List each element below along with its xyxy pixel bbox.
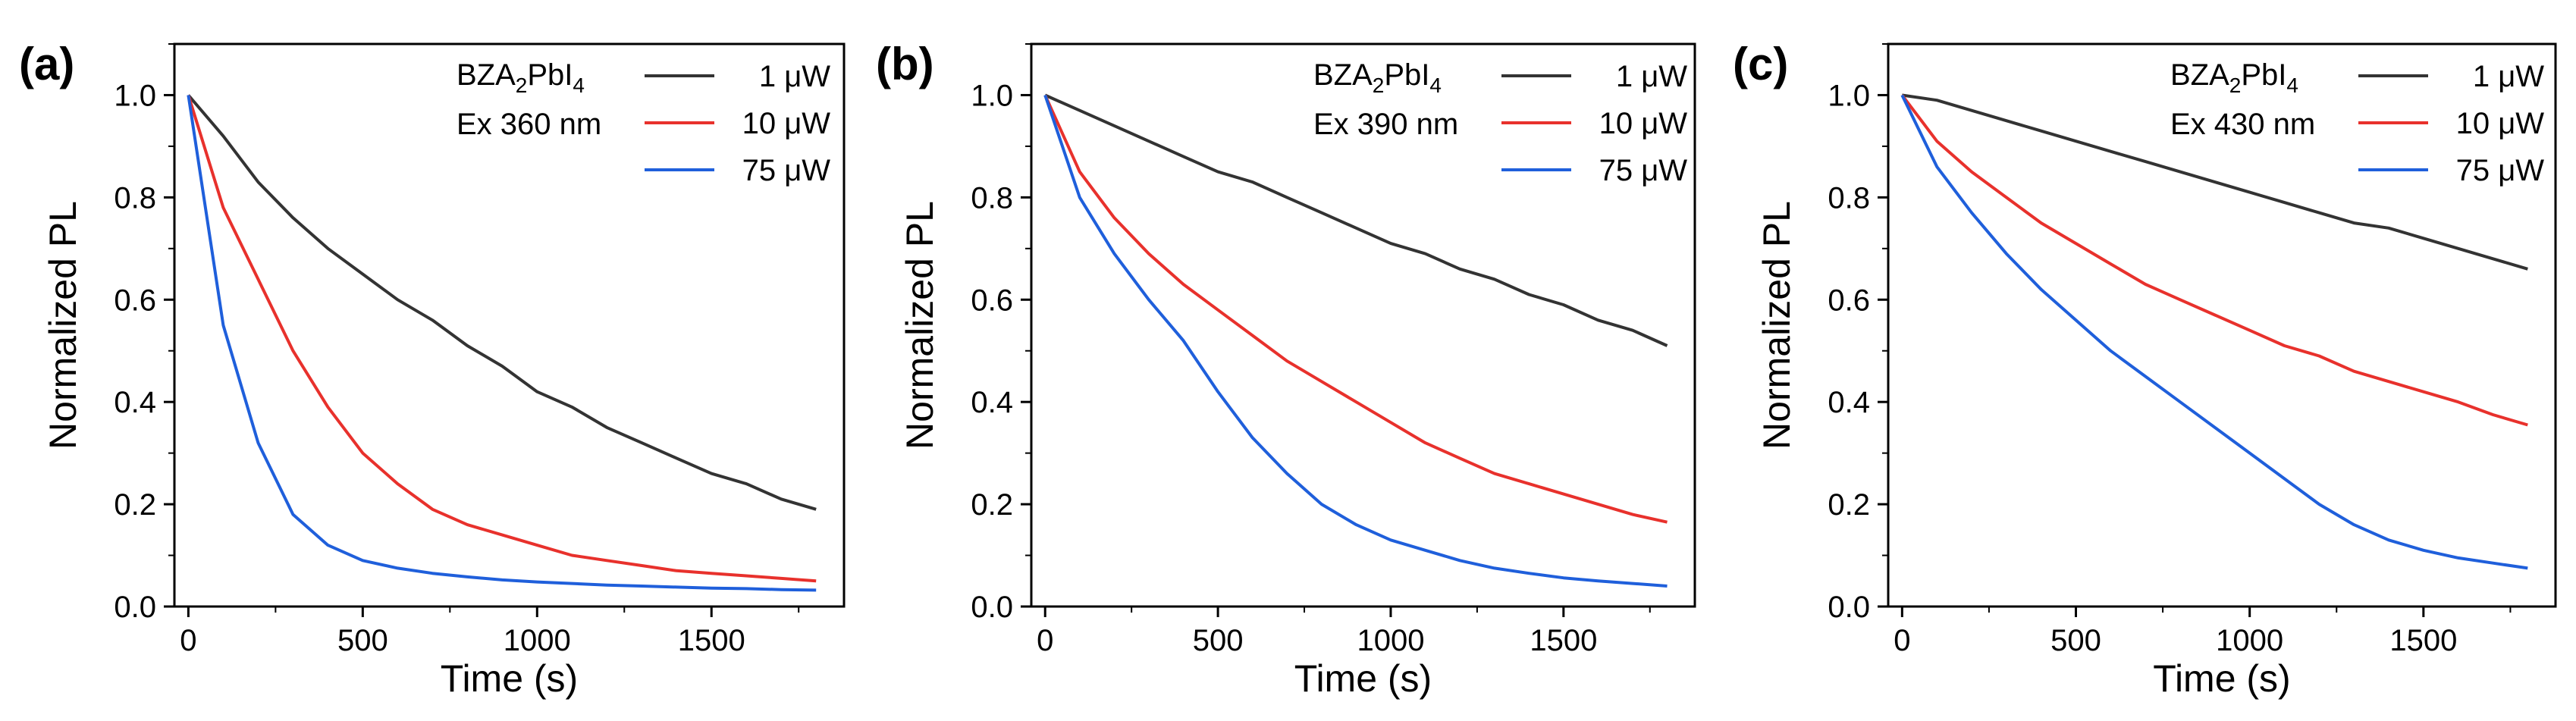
y-axis-title: Normalized PL xyxy=(1756,201,1798,450)
y-axis-title: Normalized PL xyxy=(42,201,84,450)
y-tick-label: 1.0 xyxy=(1828,79,1870,112)
legend-label: 10 μW xyxy=(1599,107,1688,140)
legend-label: 1 μW xyxy=(759,60,830,93)
x-tick-label: 1000 xyxy=(504,624,571,657)
series-line-3 xyxy=(187,95,817,592)
formula-text: BZA xyxy=(457,58,516,92)
series-line-3 xyxy=(1900,94,2528,570)
formula-text: BZA xyxy=(2170,58,2229,92)
formula-subscript: 2 xyxy=(516,74,528,97)
y-tick-label: 0.8 xyxy=(114,181,156,215)
formula-text: PbI xyxy=(527,58,573,92)
legend-label: 1 μW xyxy=(1616,60,1687,93)
y-tick-label: 0.4 xyxy=(1828,386,1870,419)
y-tick-label: 0.8 xyxy=(971,181,1013,215)
x-tick-label: 500 xyxy=(1193,624,1244,657)
x-tick-label: 1500 xyxy=(1530,624,1597,657)
sample-formula: BZA2PbI4 xyxy=(2170,58,2298,97)
panel-c: 0 500 1000 1500 0.0 0.2 0.4 0.6 0.8 1.0 Time (s) No… xyxy=(1733,39,2557,700)
y-tick-label: 0.2 xyxy=(1828,488,1870,522)
series-line-1 xyxy=(1902,93,2528,271)
y-tick-label: 0.6 xyxy=(971,284,1013,317)
excitation-label: Ex 430 nm xyxy=(2170,108,2315,141)
formula-text: BZA xyxy=(1313,58,1373,92)
y-tick-label: 1.0 xyxy=(971,79,1013,112)
legend-label: 10 μW xyxy=(742,107,831,140)
y-axis-title: Normalized PL xyxy=(899,201,941,450)
legend-label: 1 μW xyxy=(2473,60,2544,93)
x-tick-label: 1500 xyxy=(2389,624,2457,657)
legend-label: 75 μW xyxy=(1599,154,1688,187)
y-tick-label: 0.0 xyxy=(114,591,156,624)
x-axis-title: Time (s) xyxy=(2153,657,2290,700)
x-tick-label: 1000 xyxy=(2216,624,2283,657)
panel-a: 0 500 1000 1500 0.0 0.2 0.4 0.6 0.8 1.0 Time (s) No… xyxy=(19,39,846,700)
y-tick-label: 0.4 xyxy=(971,386,1013,419)
series-line-2 xyxy=(1043,94,1668,524)
plot-frame xyxy=(1030,42,1696,608)
x-tick-label: 0 xyxy=(1037,624,1053,657)
x-tick-label: 0 xyxy=(1894,624,1910,657)
panel-label: (c) xyxy=(1733,39,1788,89)
panel-label: (b) xyxy=(876,39,934,89)
legend-label: 10 μW xyxy=(2456,107,2545,140)
formula-text: PbI xyxy=(1384,58,1429,92)
y-tick-label: 0.2 xyxy=(971,488,1013,522)
x-axis-title: Time (s) xyxy=(441,657,578,700)
y-tick-label: 0.6 xyxy=(114,284,156,317)
x-tick-label: 0 xyxy=(180,624,196,657)
formula-subscript: 2 xyxy=(2229,74,2242,97)
sample-formula: BZA2PbI4 xyxy=(1313,58,1442,97)
excitation-label: Ex 360 nm xyxy=(457,108,601,141)
plot-frame xyxy=(173,42,846,608)
plot-frame xyxy=(1887,42,2557,608)
x-tick-label: 1500 xyxy=(678,624,745,657)
formula-subscript: 4 xyxy=(2286,74,2298,97)
legend-label: 75 μW xyxy=(742,154,831,187)
y-tick-label: 0.8 xyxy=(1828,181,1870,215)
x-tick-label: 500 xyxy=(2050,624,2101,657)
y-tick-label: 0.6 xyxy=(1828,284,1870,317)
series-line-2 xyxy=(1900,94,2528,427)
y-tick-label: 0.2 xyxy=(114,488,156,522)
sample-formula: BZA2PbI4 xyxy=(457,58,585,97)
formula-subscript: 4 xyxy=(1429,74,1442,97)
excitation-label: Ex 390 nm xyxy=(1313,108,1458,141)
y-tick-label: 0.4 xyxy=(114,386,156,419)
series-line-3 xyxy=(1043,94,1668,588)
formula-subscript: 4 xyxy=(573,74,585,97)
x-axis-title: Time (s) xyxy=(1294,657,1432,700)
x-tick-label: 500 xyxy=(337,624,388,657)
panel-label: (a) xyxy=(19,39,74,89)
series-line-1 xyxy=(187,94,817,511)
y-tick-label: 1.0 xyxy=(114,79,156,112)
formula-text: PbI xyxy=(2241,58,2286,92)
y-tick-label: 0.0 xyxy=(1828,591,1870,624)
panel-b: 0 500 1000 1500 0.0 0.2 0.4 0.6 0.8 1.0 Time (s) No… xyxy=(876,39,1696,700)
formula-subscript: 2 xyxy=(1373,74,1385,97)
series-line-2 xyxy=(187,94,817,583)
x-tick-label: 1000 xyxy=(1357,624,1424,657)
series-line-1 xyxy=(1044,93,1668,347)
legend-label: 75 μW xyxy=(2456,154,2545,187)
y-tick-label: 0.0 xyxy=(971,591,1013,624)
